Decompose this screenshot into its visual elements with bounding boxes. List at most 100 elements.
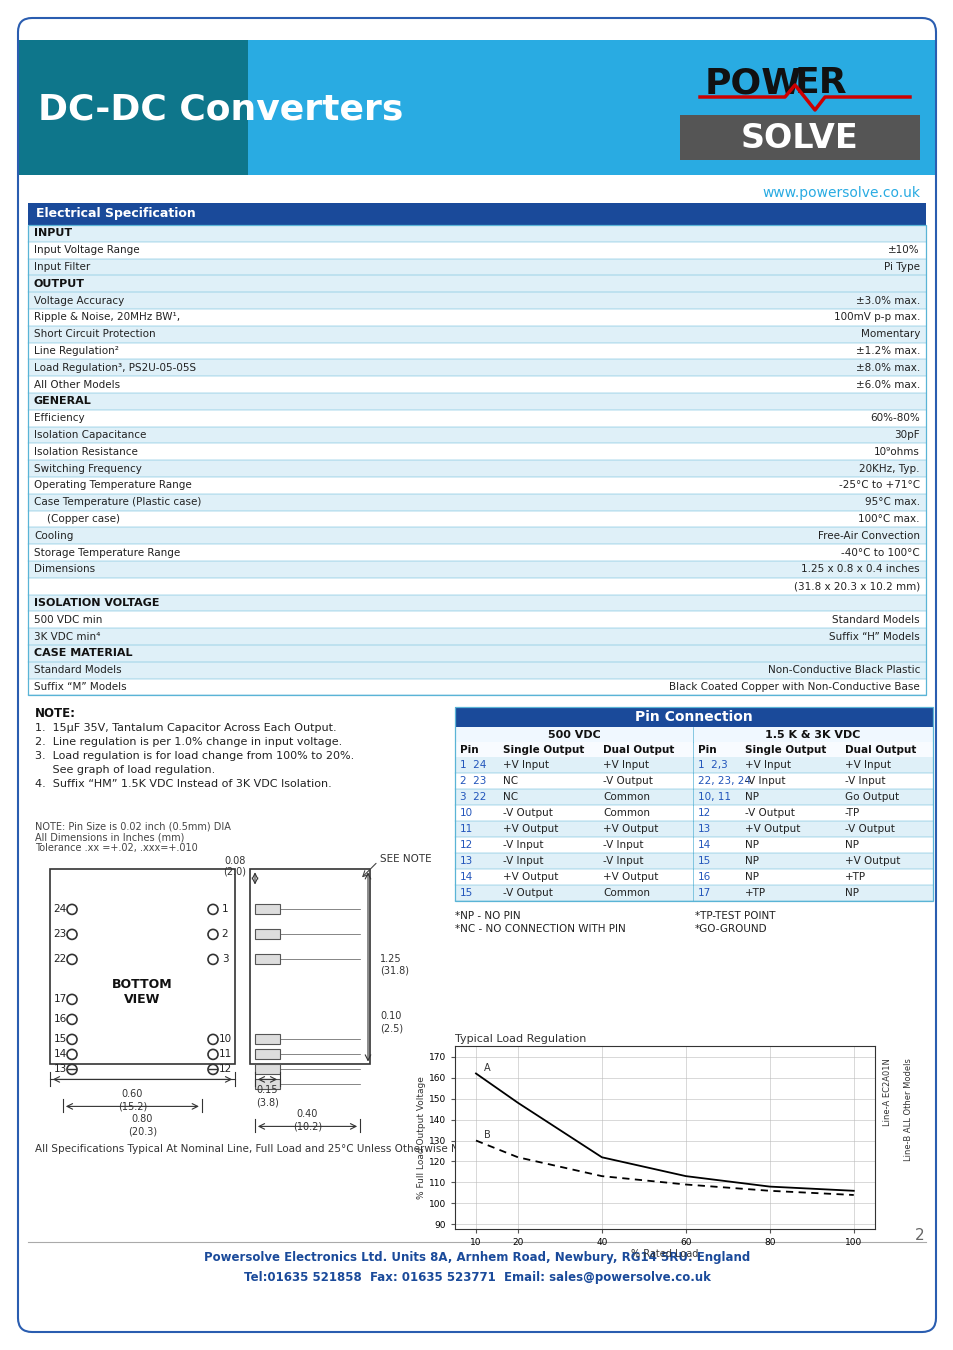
Text: NC: NC — [502, 792, 517, 802]
Text: 500 VDC min: 500 VDC min — [34, 614, 102, 625]
Bar — [28, 343, 925, 359]
Text: 3  22: 3 22 — [459, 792, 486, 802]
Text: Common: Common — [602, 792, 649, 802]
Text: 17: 17 — [698, 888, 711, 898]
Text: (31.8 x 20.3 x 10.2 mm): (31.8 x 20.3 x 10.2 mm) — [793, 582, 919, 591]
Bar — [254, 1080, 280, 1089]
Bar — [455, 728, 932, 743]
Bar — [455, 869, 932, 886]
Text: 10, 11: 10, 11 — [698, 792, 730, 802]
Text: 24: 24 — [53, 904, 67, 914]
Text: +TP: +TP — [744, 888, 765, 898]
Bar — [254, 1064, 280, 1075]
Text: (31.8): (31.8) — [379, 965, 409, 976]
Text: NOTE: Pin Size is 0.02 inch (0.5mm) DIA: NOTE: Pin Size is 0.02 inch (0.5mm) DIA — [35, 821, 231, 832]
Text: NP: NP — [844, 841, 858, 850]
Bar — [455, 707, 932, 728]
Text: Voltage Accuracy: Voltage Accuracy — [34, 296, 124, 305]
Text: ±1.2% max.: ±1.2% max. — [855, 346, 919, 356]
Text: ISOLATION VOLTAGE: ISOLATION VOLTAGE — [34, 598, 159, 608]
Text: www.powersolve.co.uk: www.powersolve.co.uk — [761, 186, 919, 200]
Text: ER: ER — [794, 66, 846, 100]
Text: NP: NP — [744, 872, 759, 883]
Text: -V Output: -V Output — [502, 809, 553, 818]
Bar — [28, 628, 925, 645]
Text: -V Input: -V Input — [744, 776, 784, 787]
Bar — [28, 427, 925, 443]
Y-axis label: % Full Load Output Voltage: % Full Load Output Voltage — [416, 1076, 425, 1199]
Bar — [254, 904, 280, 914]
Text: 16: 16 — [53, 1014, 67, 1025]
Text: 3.  Load regulation is for load change from 100% to 20%.: 3. Load regulation is for load change fr… — [35, 752, 354, 761]
Text: All Other Models: All Other Models — [34, 379, 120, 390]
Text: (2.5): (2.5) — [379, 1023, 403, 1033]
Text: Short Circuit Protection: Short Circuit Protection — [34, 329, 155, 339]
Bar — [28, 562, 925, 578]
Text: 12: 12 — [218, 1064, 232, 1075]
Text: Isolation Capacitance: Isolation Capacitance — [34, 431, 146, 440]
Bar — [254, 954, 280, 964]
Text: -V Output: -V Output — [602, 776, 652, 787]
Text: +V Input: +V Input — [602, 760, 648, 771]
Text: Pin: Pin — [459, 745, 478, 755]
Text: GENERAL: GENERAL — [34, 397, 91, 406]
Text: 15: 15 — [53, 1034, 67, 1045]
Text: Dimensions: Dimensions — [34, 564, 95, 574]
Bar — [28, 544, 925, 562]
Text: 0.08: 0.08 — [224, 856, 246, 867]
Text: 11: 11 — [218, 1049, 232, 1060]
Bar — [254, 1034, 280, 1045]
Text: ±10%: ±10% — [887, 246, 919, 255]
Text: NP: NP — [744, 841, 759, 850]
Text: 10: 10 — [459, 809, 473, 818]
Text: 2.  Line regulation is per 1.0% change in input voltage.: 2. Line regulation is per 1.0% change in… — [35, 737, 342, 748]
Text: Operating Temperature Range: Operating Temperature Range — [34, 481, 192, 490]
Text: Common: Common — [602, 888, 649, 898]
Bar — [28, 275, 925, 292]
Text: -40°C to 100°C: -40°C to 100°C — [841, 548, 919, 558]
Text: +V Output: +V Output — [502, 825, 558, 834]
Text: 15: 15 — [698, 856, 711, 867]
Text: 14: 14 — [698, 841, 711, 850]
Bar — [28, 259, 925, 275]
Text: (3.8): (3.8) — [255, 1098, 278, 1107]
Text: -25°C to +71°C: -25°C to +71°C — [838, 481, 919, 490]
Text: 23: 23 — [53, 929, 67, 940]
Bar — [28, 662, 925, 679]
Text: Dual Output: Dual Output — [844, 745, 916, 755]
Text: CASE MATERIAL: CASE MATERIAL — [34, 648, 132, 659]
Text: 1.25 x 0.8 x 0.4 inches: 1.25 x 0.8 x 0.4 inches — [801, 564, 919, 574]
Text: Tolerance .xx =+.02, .xxx=+.010: Tolerance .xx =+.02, .xxx=+.010 — [35, 844, 197, 853]
Text: 3: 3 — [221, 954, 228, 964]
Text: 1  24: 1 24 — [459, 760, 486, 771]
Bar — [679, 55, 919, 161]
Text: 1.  15μF 35V, Tantalum Capacitor Across Each Output.: 1. 15μF 35V, Tantalum Capacitor Across E… — [35, 724, 336, 733]
Text: 95°C max.: 95°C max. — [864, 497, 919, 508]
Bar — [28, 679, 925, 695]
Bar — [28, 359, 925, 377]
Bar — [455, 757, 932, 774]
Bar — [250, 869, 370, 1064]
Bar — [28, 410, 925, 427]
Bar — [28, 594, 925, 612]
Bar — [28, 225, 925, 695]
Text: Switching Frequency: Switching Frequency — [34, 463, 142, 474]
Text: 14: 14 — [459, 872, 473, 883]
Text: 13: 13 — [459, 856, 473, 867]
Text: 100mV p-p max.: 100mV p-p max. — [833, 312, 919, 323]
Text: -V Output: -V Output — [844, 825, 894, 834]
Bar — [28, 510, 925, 528]
Text: Single Output: Single Output — [744, 745, 825, 755]
Text: *GO-GROUND: *GO-GROUND — [695, 925, 767, 934]
Bar — [254, 1049, 280, 1060]
Text: Momentary: Momentary — [860, 329, 919, 339]
Text: Pin Connection: Pin Connection — [635, 710, 752, 725]
Bar — [455, 806, 932, 821]
Bar — [28, 443, 925, 460]
Text: -V Output: -V Output — [502, 888, 553, 898]
Text: 0.15: 0.15 — [256, 1085, 278, 1095]
Text: -V Input: -V Input — [502, 856, 543, 867]
Text: 1.25: 1.25 — [379, 954, 401, 964]
Text: 500 VDC: 500 VDC — [547, 730, 599, 740]
Text: *TP-TEST POINT: *TP-TEST POINT — [695, 911, 775, 922]
